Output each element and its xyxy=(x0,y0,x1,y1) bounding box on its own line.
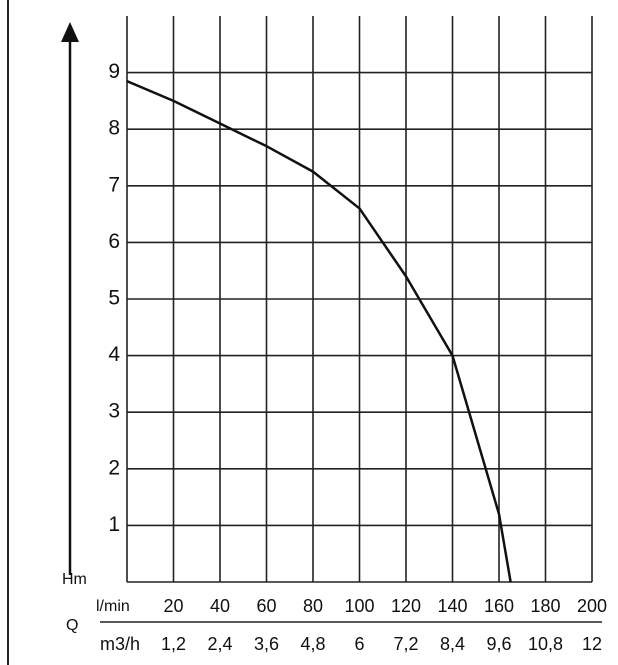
y-tick-label: 6 xyxy=(108,230,120,253)
x-tick-label: 20 xyxy=(163,596,183,616)
y-tick-label: 2 xyxy=(108,456,120,479)
x2-tick-label: 3,6 xyxy=(254,634,279,654)
y-label: Hm xyxy=(62,571,87,588)
y-tick-label: 8 xyxy=(108,117,120,140)
y-tick-label: 4 xyxy=(108,343,120,366)
x-unit: l/min xyxy=(96,598,130,615)
x2-tick-label: 2,4 xyxy=(207,634,232,654)
y-tick-label: 9 xyxy=(108,60,120,83)
x-label: Q xyxy=(66,617,78,634)
x2-tick-label: 7,2 xyxy=(393,634,418,654)
x2-tick-label: 10,8 xyxy=(528,634,563,654)
y-arrowhead xyxy=(61,22,79,42)
x-tick-label: 180 xyxy=(530,596,560,616)
x2-unit: m3/h xyxy=(100,634,140,654)
x2-tick-label: 9,6 xyxy=(486,634,511,654)
x-tick-label: 120 xyxy=(391,596,421,616)
curve xyxy=(126,79,512,583)
x2-tick-label: 12 xyxy=(582,634,602,654)
y-tick-label: 5 xyxy=(108,287,120,310)
y-tick-label: 3 xyxy=(108,400,120,423)
x2-tick-label: 1,2 xyxy=(161,634,186,654)
x2-tick-label: 8,4 xyxy=(440,634,465,654)
x2-tick-label: 4,8 xyxy=(300,634,325,654)
x2-tick-label: 6 xyxy=(354,634,364,654)
x-tick-label: 40 xyxy=(210,596,230,616)
x-tick-label: 80 xyxy=(303,596,323,616)
y-tick-label: 7 xyxy=(108,173,120,196)
x-tick-label: 140 xyxy=(437,596,467,616)
x-tick-label: 200 xyxy=(577,596,607,616)
x-tick-label: 60 xyxy=(256,596,276,616)
x-tick-label: 100 xyxy=(344,596,374,616)
x-tick-label: 160 xyxy=(484,596,514,616)
y-tick-label: 1 xyxy=(108,513,120,536)
